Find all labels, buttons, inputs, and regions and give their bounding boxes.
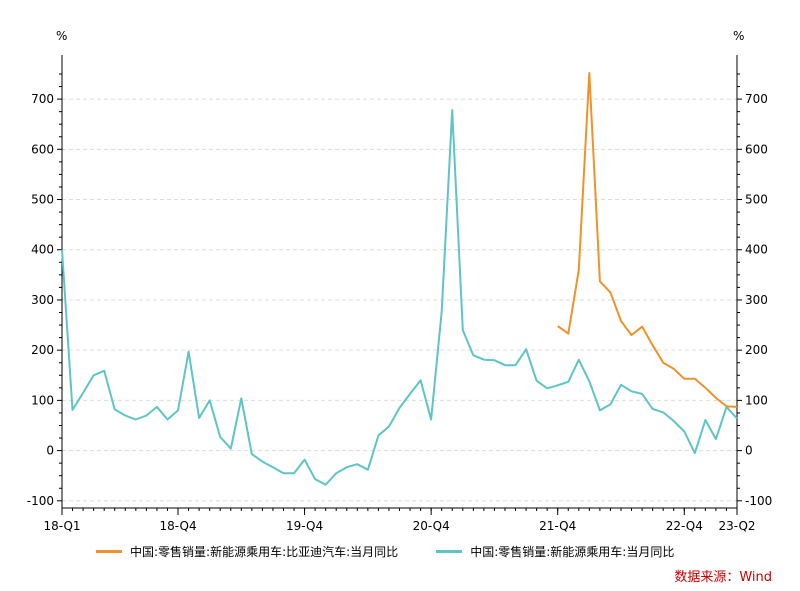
right-unit-label: %: [733, 29, 744, 43]
y-tick-label-right: 300: [745, 293, 768, 307]
series-lines: [61, 72, 738, 486]
legend: 中国:零售销量:新能源乘用车:比亚迪汽车:当月同比 中国:零售销量:新能源乘用车…: [96, 543, 674, 560]
x-tick-label: 20-Q4: [413, 519, 450, 533]
y-tick-label-right: 100: [745, 393, 768, 407]
y-tick-label-right: 400: [745, 243, 768, 257]
data-source-note: 数据来源：Wind: [674, 570, 772, 585]
y-tick-label-left: 500: [31, 193, 54, 207]
y-tick-label-right: 0: [745, 444, 753, 458]
legend-item-byd: 中国:零售销量:新能源乘用车:比亚迪汽车:当月同比: [96, 543, 398, 560]
y-tick-label-right: 200: [745, 343, 768, 357]
x-tick-label: 22-Q4: [666, 519, 703, 533]
legend-swatch-teal: [436, 550, 463, 553]
y-tick-label-right: 600: [745, 142, 768, 156]
x-tick-label: 23-Q2: [718, 519, 755, 533]
left-unit-label: %: [56, 29, 67, 43]
y-tick-label-left: 600: [31, 142, 54, 156]
legend-label-byd: 中国:零售销量:新能源乘用车:比亚迪汽车:当月同比: [130, 545, 399, 559]
legend-label-total: 中国:零售销量:新能源乘用车:当月同比: [470, 545, 675, 559]
x-tick-label: 19-Q4: [286, 519, 323, 533]
y-tick-label-left: 0: [46, 444, 54, 458]
y-tick-label-left: 700: [31, 92, 54, 106]
y-tick-label-right: 500: [745, 193, 768, 207]
y-tick-label-left: 300: [31, 293, 54, 307]
legend-item-total: 中国:零售销量:新能源乘用车:当月同比: [436, 543, 674, 560]
axes: -100 -100 0 0 100 100 200 200 300 300 400 400 500 500…: [27, 55, 772, 533]
y-tick-label-left: 200: [31, 343, 54, 357]
x-tick-label: 18-Q1: [43, 519, 80, 533]
legend-swatch-orange: [96, 550, 122, 553]
y-tick-label-left: 400: [31, 243, 54, 257]
series-line-0: [557, 72, 738, 408]
y-tick-label-left: -100: [27, 494, 54, 508]
y-tick-label-right: 700: [745, 92, 768, 106]
y-tick-label-right: -100: [745, 494, 772, 508]
y-tick-label-left: 100: [31, 393, 54, 407]
series-line-1: [61, 109, 738, 486]
x-tick-label: 21-Q4: [539, 519, 576, 533]
x-tick-label: 18-Q4: [159, 519, 196, 533]
grid-lines: [62, 98, 737, 502]
